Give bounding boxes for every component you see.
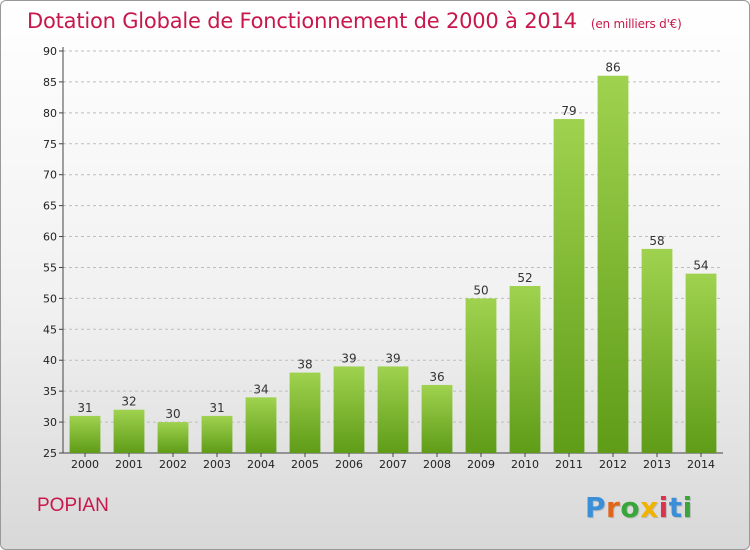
y-tick-label: 25	[43, 447, 57, 460]
bar-value-label: 39	[341, 351, 356, 365]
bar	[465, 298, 497, 453]
logo-letter: x	[640, 491, 659, 524]
bar-value-label: 38	[297, 358, 312, 372]
bar-value-label: 32	[121, 395, 136, 409]
bar-value-label: 39	[385, 351, 400, 365]
logo-text: Proxiti	[585, 491, 693, 524]
y-tick-label: 75	[43, 138, 57, 151]
bar	[553, 119, 585, 454]
bar-value-label: 79	[561, 104, 576, 118]
x-tick-label: 2003	[203, 458, 231, 471]
y-tick-label: 40	[43, 354, 57, 367]
y-tick-label: 65	[43, 200, 57, 213]
y-tick-label: 70	[43, 169, 57, 182]
y-tick-label: 55	[43, 261, 57, 274]
bar-value-label: 86	[605, 61, 620, 75]
x-tick-label: 2008	[423, 458, 451, 471]
y-tick-label: 60	[43, 231, 57, 244]
x-tick-label: 2012	[599, 458, 627, 471]
x-tick-label: 2009	[467, 458, 495, 471]
bar	[113, 409, 145, 453]
logo-letter: P	[585, 491, 607, 524]
proxiti-logo[interactable]: Proxiti	[585, 491, 693, 524]
x-tick-label: 2002	[159, 458, 187, 471]
bar-value-label: 31	[209, 401, 224, 415]
chart-title-text: Dotation Globale de Fonctionnement de 20…	[27, 9, 577, 33]
chart-unit: (en milliers d'€)	[590, 17, 682, 31]
bars: 31 32 30 31 34 38 39 39 36 50 52 79 86 58 54	[69, 61, 717, 454]
y-tick-label: 35	[43, 385, 57, 398]
bar	[421, 384, 453, 453]
place-name: POPIAN	[37, 495, 109, 516]
bar-value-label: 30	[165, 407, 180, 421]
bar	[157, 422, 189, 453]
bar-value-label: 50	[473, 283, 488, 297]
bar	[245, 397, 277, 453]
logo-letter: r	[606, 491, 621, 524]
bar	[333, 366, 365, 453]
x-tick-label: 2001	[115, 458, 143, 471]
bar	[289, 372, 321, 453]
y-tick-label: 30	[43, 416, 57, 429]
bar	[641, 248, 673, 453]
x-tick-label: 2006	[335, 458, 363, 471]
chart-title: Dotation Globale de Fonctionnement de 20…	[27, 9, 682, 33]
x-tick-label: 2000	[71, 458, 99, 471]
y-tick-label: 45	[43, 323, 57, 336]
y-tick-label: 90	[43, 45, 57, 58]
x-tick-label: 2010	[511, 458, 539, 471]
y-tick-label: 50	[43, 292, 57, 305]
x-tick-label: 2011	[555, 458, 583, 471]
bar	[201, 415, 233, 453]
bar	[377, 366, 409, 453]
bar	[509, 286, 541, 453]
y-tick-label: 80	[43, 107, 57, 120]
logo-letter: i	[658, 491, 669, 524]
logo-letter: t	[668, 491, 683, 524]
x-tick-label: 2007	[379, 458, 407, 471]
y-tick-label: 85	[43, 76, 57, 89]
bar-value-label: 58	[649, 234, 664, 248]
x-tick-label: 2014	[687, 458, 715, 471]
bar-value-label: 31	[77, 401, 92, 415]
bar-value-label: 52	[517, 271, 532, 285]
bar-value-label: 36	[429, 370, 444, 384]
bar-value-label: 54	[693, 259, 708, 273]
x-tick-label: 2004	[247, 458, 275, 471]
logo-letter: o	[620, 491, 641, 524]
bar	[597, 75, 629, 453]
bar	[69, 415, 101, 453]
x-tick-label: 2013	[643, 458, 671, 471]
bar	[685, 273, 717, 453]
logo-letter: i	[682, 491, 693, 524]
x-tick-label: 2005	[291, 458, 319, 471]
bar-value-label: 34	[253, 382, 268, 396]
